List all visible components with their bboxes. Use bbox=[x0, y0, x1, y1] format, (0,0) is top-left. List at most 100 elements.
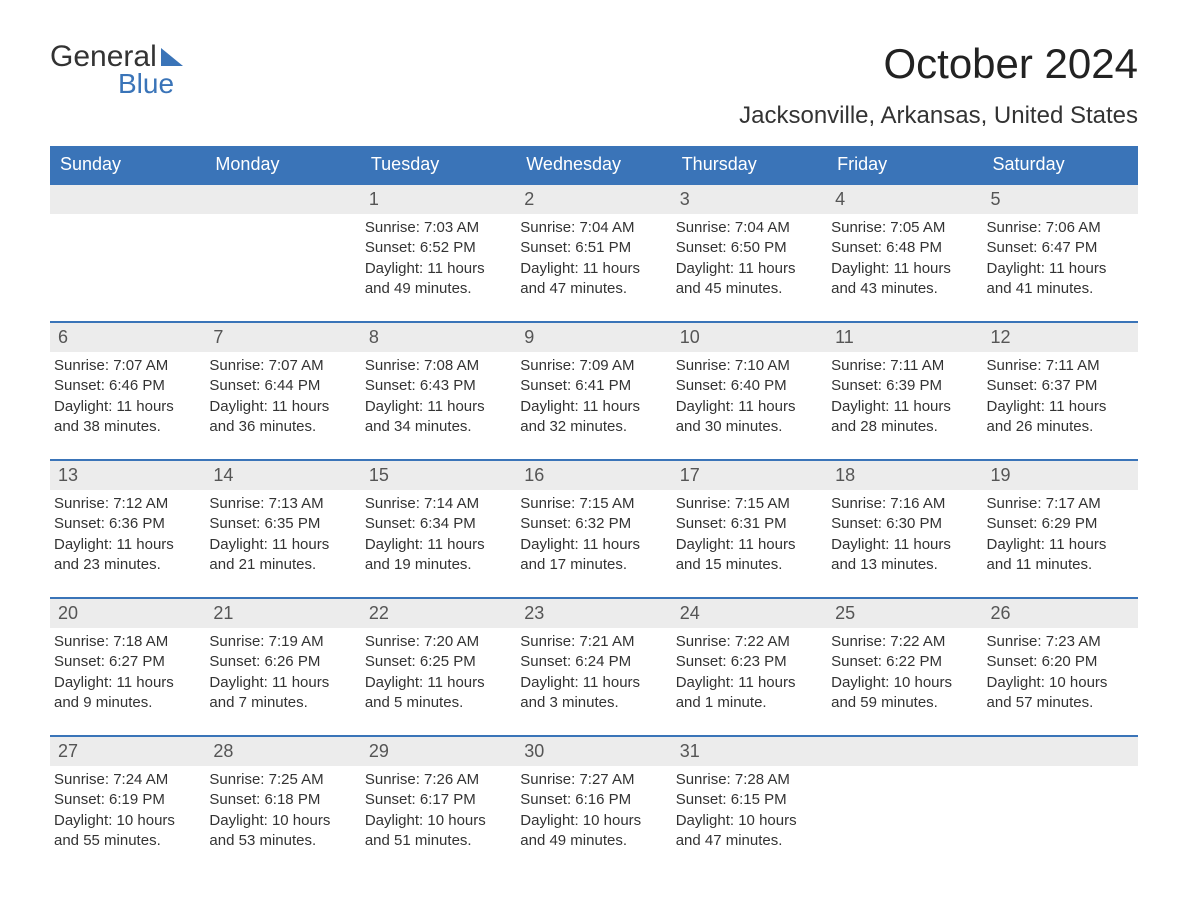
day-number-cell: 3 bbox=[672, 184, 827, 214]
daylight-text: Daylight: 10 hours and 57 minutes. bbox=[987, 673, 1130, 714]
daylight-text: Daylight: 10 hours and 51 minutes. bbox=[365, 811, 508, 852]
sunrise-text: Sunrise: 7:16 AM bbox=[831, 494, 974, 514]
day-info-cell: Sunrise: 7:20 AMSunset: 6:25 PMDaylight:… bbox=[361, 628, 516, 736]
day-info-cell: Sunrise: 7:24 AMSunset: 6:19 PMDaylight:… bbox=[50, 766, 205, 873]
day-info-cell bbox=[50, 214, 205, 322]
day-info-cell: Sunrise: 7:09 AMSunset: 6:41 PMDaylight:… bbox=[516, 352, 671, 460]
day-info-cell bbox=[827, 766, 982, 873]
day-number-cell: 12 bbox=[983, 322, 1138, 352]
sunset-text: Sunset: 6:46 PM bbox=[54, 376, 197, 396]
day-number-cell: 13 bbox=[50, 460, 205, 490]
daylight-text: Daylight: 10 hours and 47 minutes. bbox=[676, 811, 819, 852]
sunrise-text: Sunrise: 7:22 AM bbox=[676, 632, 819, 652]
day-info-row: Sunrise: 7:24 AMSunset: 6:19 PMDaylight:… bbox=[50, 766, 1138, 873]
sunset-text: Sunset: 6:39 PM bbox=[831, 376, 974, 396]
daylight-text: Daylight: 11 hours and 17 minutes. bbox=[520, 535, 663, 576]
daylight-text: Daylight: 11 hours and 38 minutes. bbox=[54, 397, 197, 438]
day-info-cell: Sunrise: 7:22 AMSunset: 6:22 PMDaylight:… bbox=[827, 628, 982, 736]
sunrise-text: Sunrise: 7:07 AM bbox=[54, 356, 197, 376]
day-number-cell: 8 bbox=[361, 322, 516, 352]
sunrise-text: Sunrise: 7:04 AM bbox=[676, 218, 819, 238]
sunset-text: Sunset: 6:32 PM bbox=[520, 514, 663, 534]
day-info-cell: Sunrise: 7:27 AMSunset: 6:16 PMDaylight:… bbox=[516, 766, 671, 873]
day-number-row: 2728293031 bbox=[50, 736, 1138, 766]
sunrise-text: Sunrise: 7:17 AM bbox=[987, 494, 1130, 514]
day-number-cell: 6 bbox=[50, 322, 205, 352]
day-number-cell: 30 bbox=[516, 736, 671, 766]
day-info-cell: Sunrise: 7:08 AMSunset: 6:43 PMDaylight:… bbox=[361, 352, 516, 460]
day-number-cell: 23 bbox=[516, 598, 671, 628]
sunset-text: Sunset: 6:25 PM bbox=[365, 652, 508, 672]
sunrise-text: Sunrise: 7:10 AM bbox=[676, 356, 819, 376]
daylight-text: Daylight: 11 hours and 47 minutes. bbox=[520, 259, 663, 300]
daylight-text: Daylight: 11 hours and 11 minutes. bbox=[987, 535, 1130, 576]
daylight-text: Daylight: 11 hours and 3 minutes. bbox=[520, 673, 663, 714]
day-info-cell: Sunrise: 7:19 AMSunset: 6:26 PMDaylight:… bbox=[205, 628, 360, 736]
day-number-cell: 31 bbox=[672, 736, 827, 766]
day-number-cell bbox=[983, 736, 1138, 766]
sunrise-text: Sunrise: 7:07 AM bbox=[209, 356, 352, 376]
day-info-cell: Sunrise: 7:15 AMSunset: 6:31 PMDaylight:… bbox=[672, 490, 827, 598]
sunrise-text: Sunrise: 7:08 AM bbox=[365, 356, 508, 376]
header: General Blue October 2024 Jacksonville, … bbox=[50, 40, 1138, 130]
daylight-text: Daylight: 11 hours and 45 minutes. bbox=[676, 259, 819, 300]
sunrise-text: Sunrise: 7:11 AM bbox=[987, 356, 1130, 376]
daylight-text: Daylight: 11 hours and 23 minutes. bbox=[54, 535, 197, 576]
daylight-text: Daylight: 10 hours and 59 minutes. bbox=[831, 673, 974, 714]
daylight-text: Daylight: 10 hours and 53 minutes. bbox=[209, 811, 352, 852]
daylight-text: Daylight: 11 hours and 13 minutes. bbox=[831, 535, 974, 576]
calendar-table: SundayMondayTuesdayWednesdayThursdayFrid… bbox=[50, 146, 1138, 873]
sunrise-text: Sunrise: 7:09 AM bbox=[520, 356, 663, 376]
weekday-header: Sunday bbox=[50, 146, 205, 184]
sunset-text: Sunset: 6:44 PM bbox=[209, 376, 352, 396]
sunrise-text: Sunrise: 7:12 AM bbox=[54, 494, 197, 514]
day-number-cell: 24 bbox=[672, 598, 827, 628]
day-number-cell: 11 bbox=[827, 322, 982, 352]
day-number-cell: 21 bbox=[205, 598, 360, 628]
sunrise-text: Sunrise: 7:11 AM bbox=[831, 356, 974, 376]
day-info-cell: Sunrise: 7:14 AMSunset: 6:34 PMDaylight:… bbox=[361, 490, 516, 598]
day-info-cell: Sunrise: 7:03 AMSunset: 6:52 PMDaylight:… bbox=[361, 214, 516, 322]
sunset-text: Sunset: 6:43 PM bbox=[365, 376, 508, 396]
day-number-cell: 15 bbox=[361, 460, 516, 490]
sunrise-text: Sunrise: 7:06 AM bbox=[987, 218, 1130, 238]
day-info-cell: Sunrise: 7:12 AMSunset: 6:36 PMDaylight:… bbox=[50, 490, 205, 598]
sunrise-text: Sunrise: 7:05 AM bbox=[831, 218, 974, 238]
daylight-text: Daylight: 11 hours and 9 minutes. bbox=[54, 673, 197, 714]
daylight-text: Daylight: 11 hours and 36 minutes. bbox=[209, 397, 352, 438]
day-number-cell: 16 bbox=[516, 460, 671, 490]
daylight-text: Daylight: 11 hours and 21 minutes. bbox=[209, 535, 352, 576]
sunrise-text: Sunrise: 7:23 AM bbox=[987, 632, 1130, 652]
day-number-cell bbox=[205, 184, 360, 214]
weekday-header: Friday bbox=[827, 146, 982, 184]
sunset-text: Sunset: 6:24 PM bbox=[520, 652, 663, 672]
day-number-cell: 5 bbox=[983, 184, 1138, 214]
sunrise-text: Sunrise: 7:21 AM bbox=[520, 632, 663, 652]
sunrise-text: Sunrise: 7:18 AM bbox=[54, 632, 197, 652]
sunset-text: Sunset: 6:29 PM bbox=[987, 514, 1130, 534]
logo: General Blue bbox=[50, 40, 183, 100]
day-number-cell: 14 bbox=[205, 460, 360, 490]
sunset-text: Sunset: 6:50 PM bbox=[676, 238, 819, 258]
day-info-cell: Sunrise: 7:06 AMSunset: 6:47 PMDaylight:… bbox=[983, 214, 1138, 322]
day-number-cell: 2 bbox=[516, 184, 671, 214]
day-info-cell: Sunrise: 7:11 AMSunset: 6:37 PMDaylight:… bbox=[983, 352, 1138, 460]
sunset-text: Sunset: 6:47 PM bbox=[987, 238, 1130, 258]
daylight-text: Daylight: 11 hours and 34 minutes. bbox=[365, 397, 508, 438]
sunset-text: Sunset: 6:34 PM bbox=[365, 514, 508, 534]
sunset-text: Sunset: 6:15 PM bbox=[676, 790, 819, 810]
sunset-text: Sunset: 6:22 PM bbox=[831, 652, 974, 672]
day-number-cell: 19 bbox=[983, 460, 1138, 490]
day-info-cell: Sunrise: 7:13 AMSunset: 6:35 PMDaylight:… bbox=[205, 490, 360, 598]
day-info-cell: Sunrise: 7:07 AMSunset: 6:44 PMDaylight:… bbox=[205, 352, 360, 460]
logo-word2: Blue bbox=[118, 68, 174, 100]
sunset-text: Sunset: 6:17 PM bbox=[365, 790, 508, 810]
sunset-text: Sunset: 6:41 PM bbox=[520, 376, 663, 396]
daylight-text: Daylight: 11 hours and 7 minutes. bbox=[209, 673, 352, 714]
day-info-cell: Sunrise: 7:26 AMSunset: 6:17 PMDaylight:… bbox=[361, 766, 516, 873]
day-number-row: 13141516171819 bbox=[50, 460, 1138, 490]
sunset-text: Sunset: 6:48 PM bbox=[831, 238, 974, 258]
day-number-row: 12345 bbox=[50, 184, 1138, 214]
sunset-text: Sunset: 6:30 PM bbox=[831, 514, 974, 534]
daylight-text: Daylight: 11 hours and 19 minutes. bbox=[365, 535, 508, 576]
